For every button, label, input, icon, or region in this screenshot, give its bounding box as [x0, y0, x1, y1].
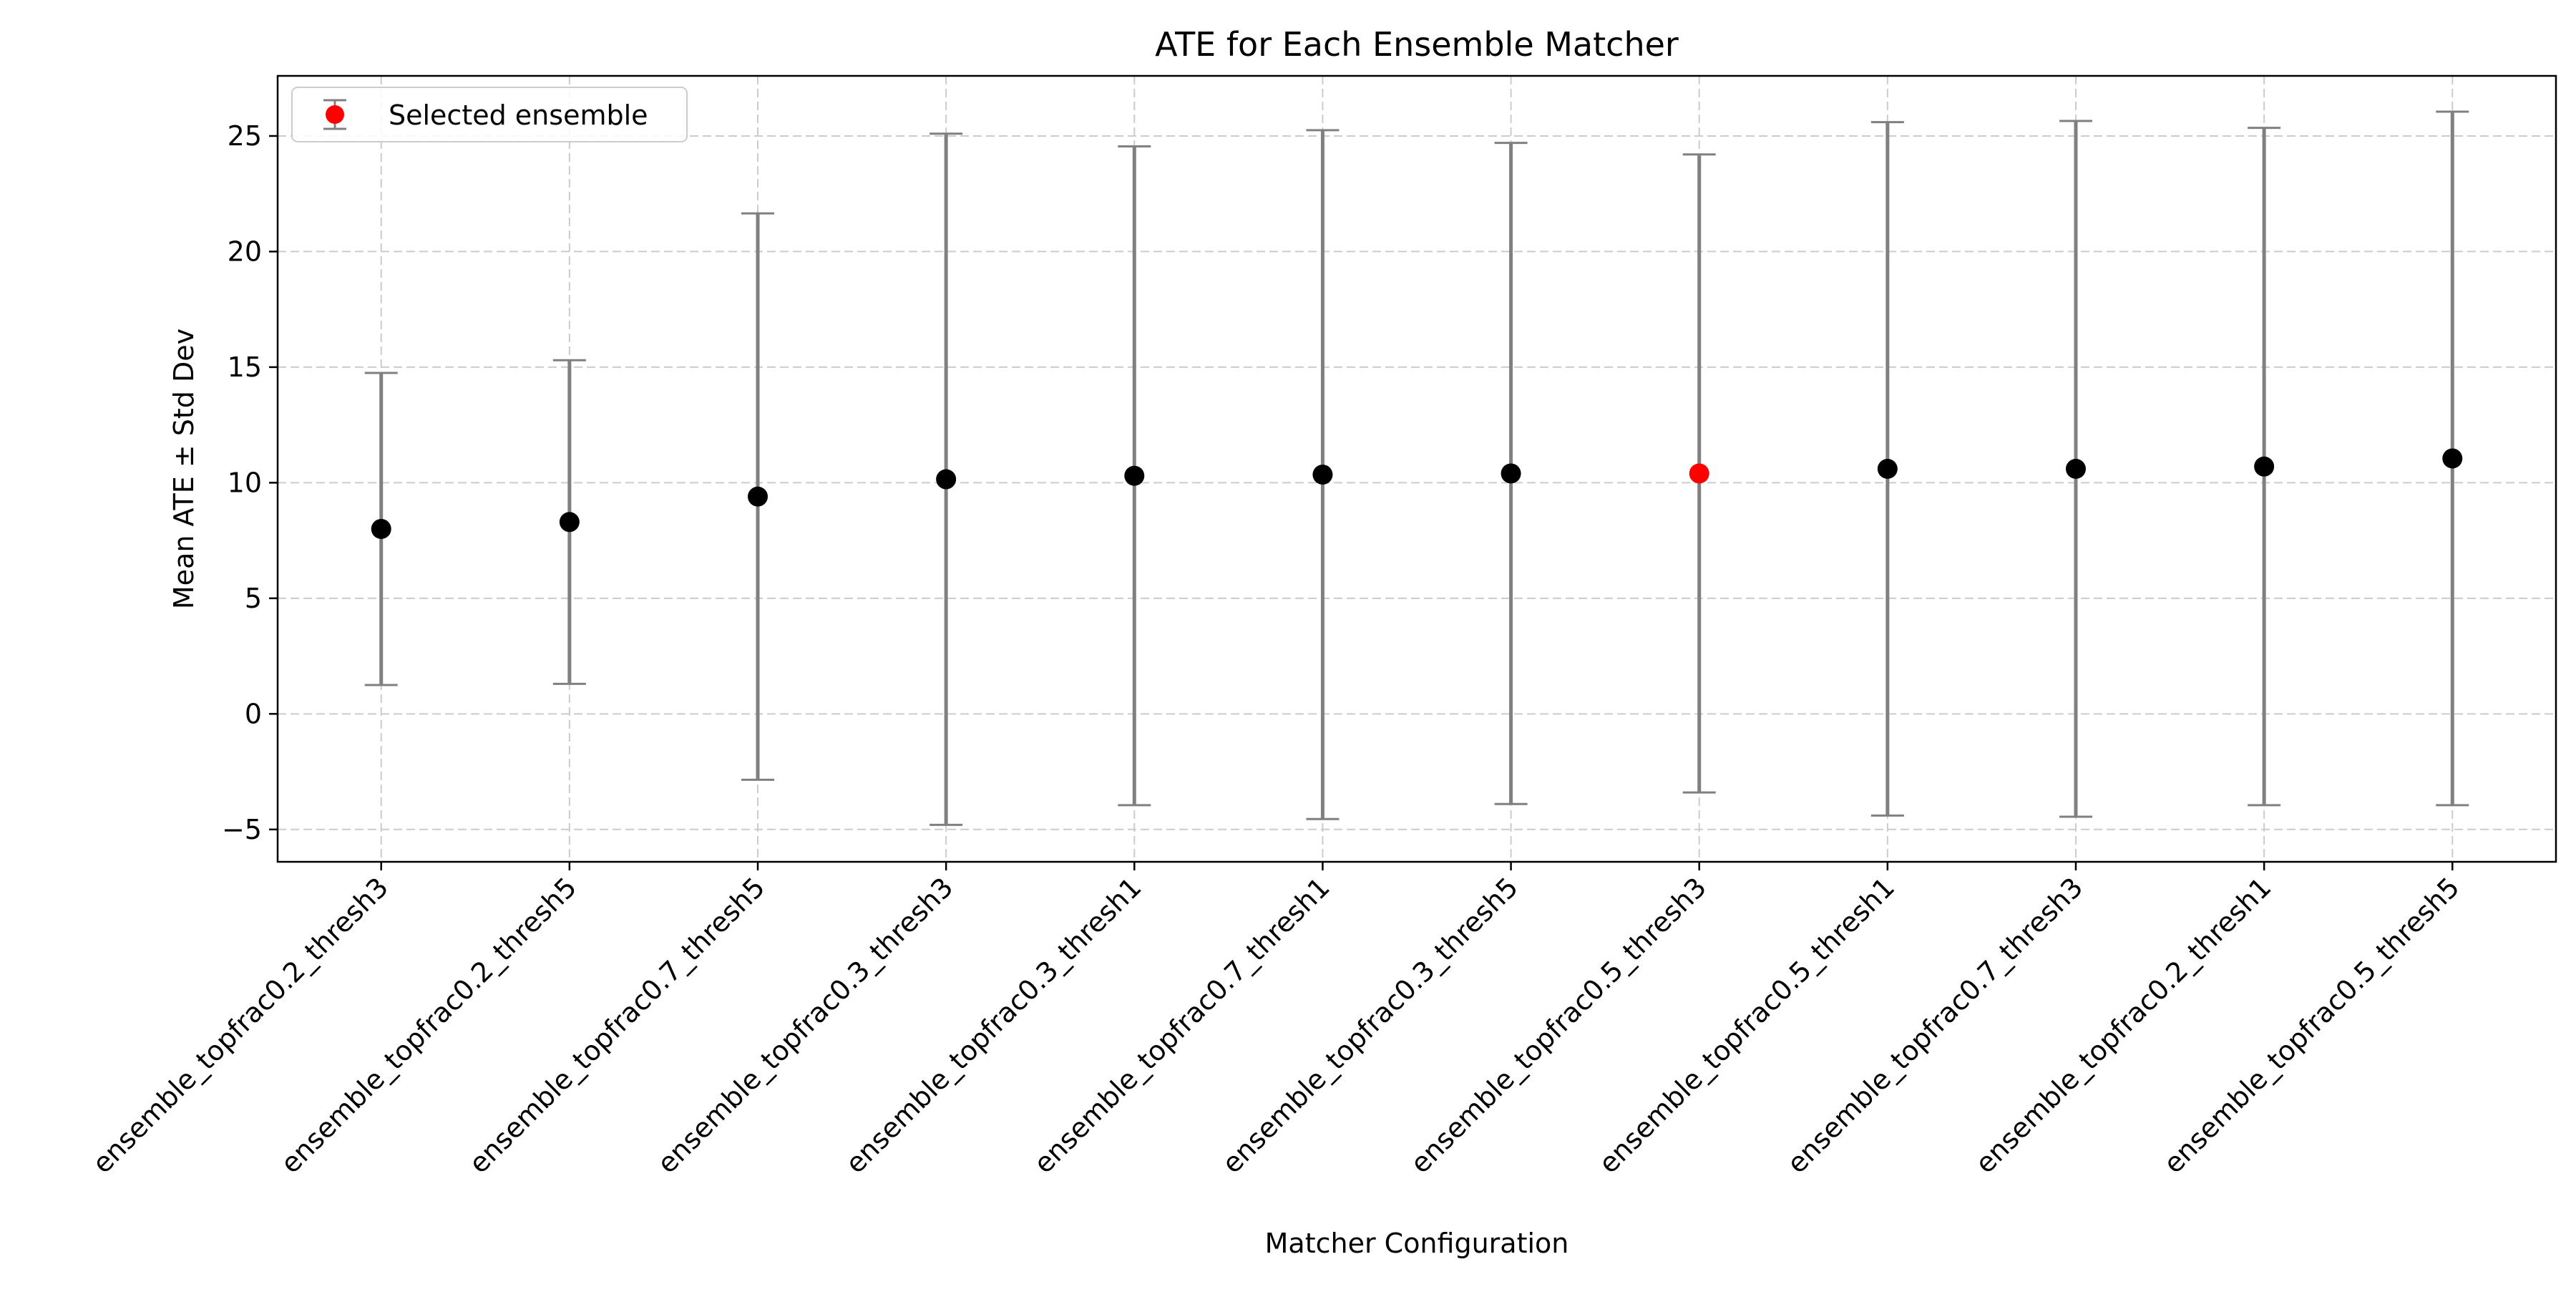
data-points [371, 448, 2463, 539]
x-tick-label: ensemble_topfrac0.7_thresh3 [1781, 871, 2089, 1179]
data-point [748, 486, 769, 507]
y-axis-label: Mean ATE ± Std Dev [168, 329, 200, 609]
x-tick-label: ensemble_topfrac0.2_thresh5 [275, 871, 582, 1179]
data-point [1124, 465, 1145, 486]
legend: Selected ensemble [291, 87, 688, 142]
grid-layer [278, 76, 2556, 862]
x-tick-label: ensemble_topfrac0.5_thresh3 [1405, 871, 1712, 1179]
data-point [371, 518, 391, 539]
x-tick-label: ensemble_topfrac0.5_thresh1 [1593, 871, 1901, 1179]
y-tick-label: 15 [228, 351, 262, 383]
x-tick-label: ensemble_topfrac0.2_thresh1 [1969, 871, 2277, 1179]
data-point [1877, 459, 1898, 479]
data-point [936, 469, 957, 490]
data-point [1312, 465, 1333, 485]
x-axis-label: Matcher Configuration [1265, 1228, 1569, 1259]
data-point [1501, 463, 1521, 484]
data-point [2065, 459, 2086, 479]
x-tick-label: ensemble_topfrac0.2_thresh3 [87, 871, 394, 1179]
data-point [2254, 456, 2275, 477]
data-point [559, 512, 580, 533]
x-tick-label: ensemble_topfrac0.3_thresh1 [839, 871, 1147, 1179]
chart-title: ATE for Each Ensemble Matcher [1155, 25, 1679, 64]
x-tick-label: ensemble_topfrac0.7_thresh1 [1028, 871, 1335, 1179]
data-point [2442, 448, 2463, 469]
y-tick-label: 25 [228, 120, 262, 152]
y-tick-label: 20 [228, 235, 262, 267]
plot-frame [276, 74, 2557, 863]
y-axis-ticks: −5 0 5 10 15 20 25 [222, 120, 278, 845]
x-tick-label: ensemble_topfrac0.3_thresh5 [1216, 871, 1523, 1179]
y-tick-label: −5 [222, 814, 262, 845]
x-tick-label: ensemble_topfrac0.5_thresh5 [2157, 871, 2465, 1179]
error-bars [364, 110, 2469, 826]
x-tick-label: ensemble_topfrac0.7_thresh5 [463, 871, 771, 1179]
legend-marker-icon [323, 99, 346, 130]
legend-box [291, 87, 688, 142]
x-tick-label: ensemble_topfrac0.3_thresh3 [651, 871, 959, 1179]
legend-label-selected-ensemble: Selected ensemble [389, 99, 648, 131]
y-tick-label: 0 [245, 698, 262, 729]
x-axis-ticks: ensemble_topfrac0.2_thresh3ensemble_topf… [87, 862, 2466, 1180]
y-tick-label: 5 [245, 583, 262, 614]
y-tick-label: 10 [228, 467, 262, 498]
selected-data-point [1689, 463, 1709, 484]
